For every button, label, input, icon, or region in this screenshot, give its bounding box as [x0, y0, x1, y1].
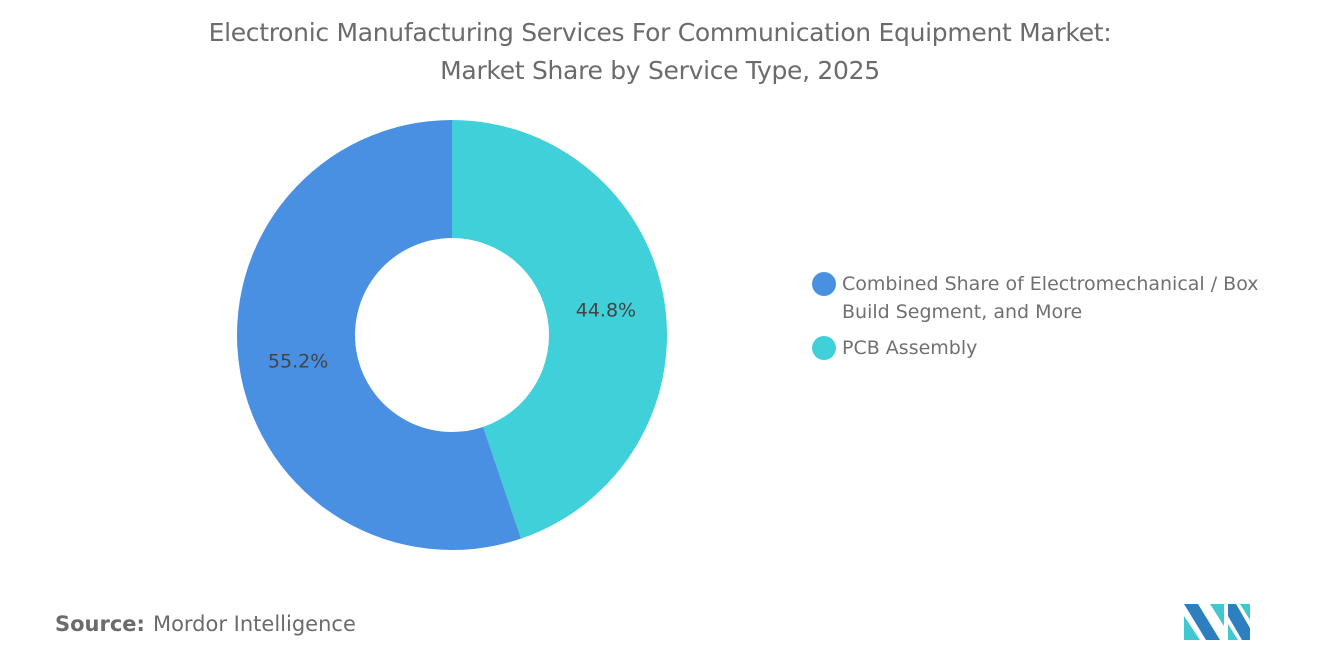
legend-label: Combined Share of Electromechanical / Bo…	[842, 273, 1259, 323]
legend: Combined Share of Electromechanical / Bo…	[812, 270, 1302, 370]
source-note: Source: Mordor Intelligence	[55, 612, 356, 636]
source-value: Mordor Intelligence	[152, 612, 356, 636]
legend-item: Combined Share of Electromechanical / Bo…	[812, 270, 1302, 326]
legend-swatch	[812, 336, 836, 360]
data-label-1: 55.2%	[268, 350, 328, 372]
data-label-0: 44.8%	[576, 300, 636, 322]
legend-label: PCB Assembly	[842, 337, 978, 359]
slice-0	[452, 120, 668, 539]
title-line: Electronic Manufacturing Services For Co…	[208, 18, 1112, 47]
slice-1	[237, 120, 522, 550]
mordor-intelligence-logo	[1184, 604, 1250, 640]
source-label: Source:	[55, 612, 145, 636]
chart-title: Electronic Manufacturing Services For Co…	[0, 14, 1320, 90]
subtitle-line: Market Share by Service Type, 2025	[440, 56, 880, 85]
legend-item: PCB Assembly	[812, 334, 1302, 362]
legend-swatch	[812, 272, 836, 296]
